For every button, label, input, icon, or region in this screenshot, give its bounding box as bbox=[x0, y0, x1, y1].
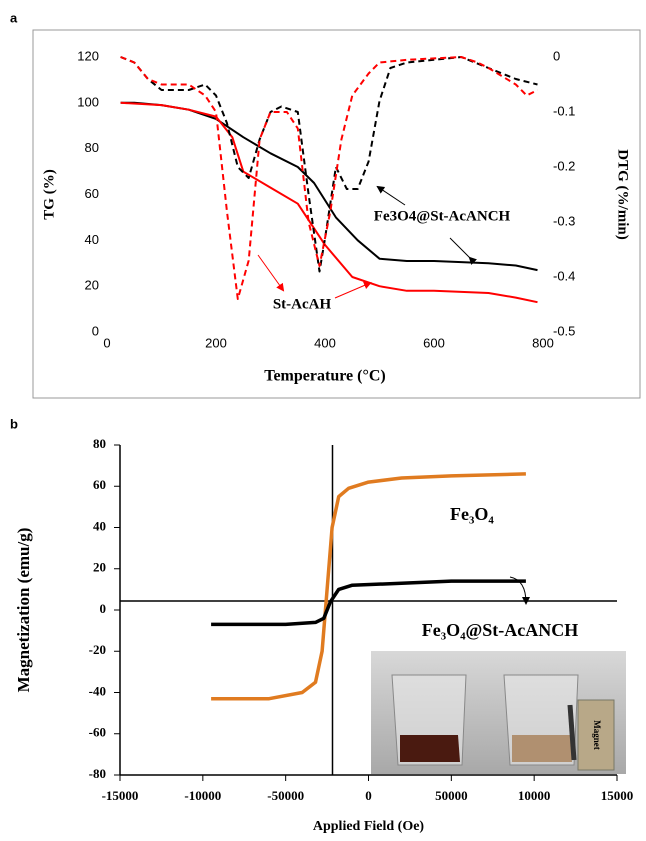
y-tick-label: 120 bbox=[77, 48, 99, 63]
x-tick-label: 400 bbox=[314, 335, 336, 350]
series-line bbox=[120, 56, 538, 273]
y-tick-label: 40 bbox=[93, 518, 106, 533]
x-tick-label: -15000 bbox=[102, 788, 139, 803]
annotation: Fe₃O₄ bbox=[450, 504, 494, 524]
photo bbox=[371, 651, 626, 774]
arrow bbox=[257, 254, 285, 292]
x-axis-title: Applied Field (Oe) bbox=[313, 819, 425, 834]
y-tick-label: 20 bbox=[93, 560, 106, 575]
series-line bbox=[120, 56, 538, 300]
y-tick-label: 0 bbox=[92, 323, 99, 338]
y2-tick-label: -0.2 bbox=[553, 158, 575, 173]
y-tick-label: 80 bbox=[93, 436, 106, 451]
x-tick-label: 200 bbox=[205, 335, 227, 350]
y-tick-label: -20 bbox=[89, 642, 106, 657]
panel-frame bbox=[32, 29, 641, 399]
panel-label: a bbox=[10, 10, 18, 25]
arrow bbox=[376, 185, 406, 206]
x-tick-label: 800 bbox=[532, 335, 554, 350]
y-tick-label: 0 bbox=[100, 601, 107, 616]
arrow bbox=[334, 281, 372, 299]
arrow bbox=[449, 237, 478, 266]
y-tick-label: 60 bbox=[93, 477, 106, 492]
x-tick-label: -10000 bbox=[184, 788, 221, 803]
y2-tick-label: -0.3 bbox=[553, 213, 575, 228]
y-tick-label: 60 bbox=[85, 186, 99, 201]
x-tick-label: 0 bbox=[365, 788, 372, 803]
annotation: St-AcAH bbox=[273, 296, 332, 312]
x-tick-label: 0 bbox=[103, 335, 110, 350]
y-axis-title: TG (%) bbox=[41, 169, 57, 219]
x-tick-label: 600 bbox=[423, 335, 445, 350]
x-tick-label: -50000 bbox=[267, 788, 304, 803]
x-tick-label: 50000 bbox=[435, 788, 468, 803]
y-tick-label: 100 bbox=[77, 94, 99, 109]
y-tick-label: 80 bbox=[85, 140, 99, 155]
y2-tick-label: -0.5 bbox=[553, 323, 575, 338]
x-tick-label: 15000 bbox=[601, 788, 634, 803]
panel-label: b bbox=[10, 416, 18, 431]
series-line bbox=[211, 579, 526, 627]
y-tick-label: 40 bbox=[85, 232, 99, 247]
photo-label: Magnet bbox=[592, 720, 602, 750]
x-axis-title: Temperature (°C) bbox=[264, 368, 385, 385]
annotation: Fe3O4@St-AcANCH bbox=[374, 208, 511, 224]
annotation: Fe₃O₄@St-AcANCH bbox=[422, 620, 579, 640]
series-line bbox=[120, 101, 538, 272]
y2-tick-label: -0.4 bbox=[553, 268, 575, 283]
x-tick-label: 10000 bbox=[518, 788, 551, 803]
y-tick-label: 20 bbox=[85, 278, 99, 293]
y-tick-label: -40 bbox=[89, 683, 106, 698]
y2-axis-title: DTG (%/min) bbox=[615, 149, 631, 239]
y2-tick-label: -0.1 bbox=[553, 103, 575, 118]
arrow bbox=[509, 576, 530, 605]
y2-tick-label: 0 bbox=[553, 48, 560, 63]
y-tick-label: -80 bbox=[89, 766, 106, 781]
y-axis-title: Magnetization (emu/g) bbox=[14, 528, 33, 693]
y-tick-label: -60 bbox=[89, 725, 106, 740]
series-line bbox=[120, 101, 538, 304]
series-line bbox=[211, 472, 526, 701]
